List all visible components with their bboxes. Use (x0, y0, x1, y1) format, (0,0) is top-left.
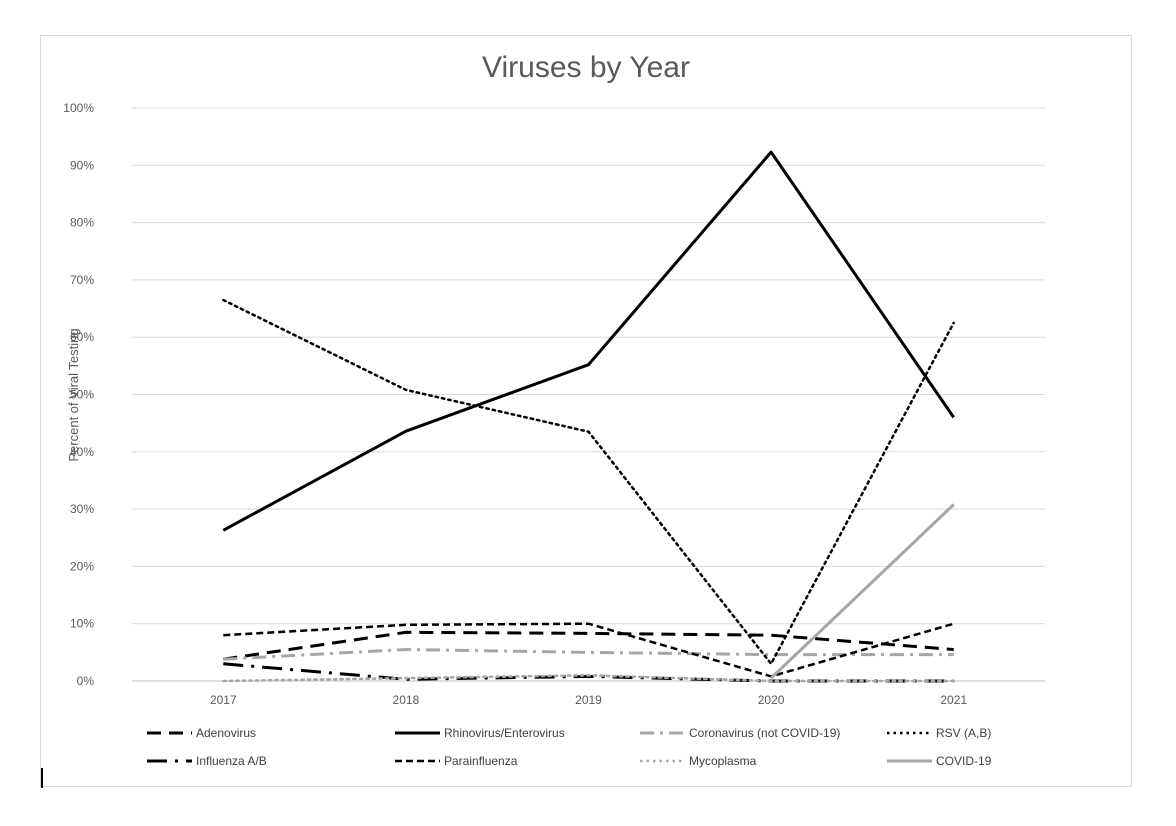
x-tick-label: 2021 (940, 693, 967, 707)
y-tick-label: 30% (70, 502, 94, 516)
legend-label: Mycoplasma (689, 754, 757, 768)
y-tick-label: 60% (70, 330, 94, 344)
legend-label: Rhinovirus/Enterovirus (444, 726, 565, 740)
series-line-7 (770, 503, 955, 680)
legend-label: Coronavirus (not COVID-19) (689, 726, 840, 740)
y-axis-ticks: 0% 10% 20% 30% 40% 50% 60% 70% 80% 90% 100% (63, 101, 94, 688)
gridlines (132, 107, 1045, 682)
series-line-5 (223, 622, 955, 678)
y-tick-label: 80% (70, 216, 94, 230)
y-tick-label: 50% (70, 388, 94, 402)
series-line-1 (222, 150, 955, 532)
series-line-3 (222, 298, 955, 666)
legend-label: Parainfluenza (444, 754, 518, 768)
y-tick-label: 40% (70, 445, 94, 459)
series-line-2 (223, 648, 954, 661)
x-tick-label: 2017 (210, 693, 237, 707)
chart-title: Viruses by Year (482, 51, 690, 84)
x-axis-ticks: 2017 2018 2019 2020 2021 (210, 693, 967, 707)
y-axis-title: Percent of Viral Testing (66, 328, 81, 461)
series-lines (222, 150, 955, 683)
y-tick-label: 20% (70, 559, 94, 573)
x-tick-label: 2019 (575, 693, 602, 707)
x-tick-label: 2020 (758, 693, 785, 707)
legend-label: COVID-19 (936, 754, 992, 768)
legend-label: RSV (A,B) (936, 726, 991, 740)
legend-label: Influenza A/B (196, 754, 267, 768)
y-tick-label: 70% (70, 273, 94, 287)
x-tick-label: 2018 (393, 693, 420, 707)
y-tick-label: 10% (70, 617, 94, 631)
legend: Adenovirus Rhinovirus/Enterovirus Coronavi… (147, 726, 992, 768)
y-tick-label: 90% (70, 158, 94, 172)
series-line-0 (223, 630, 954, 661)
y-tick-label: 100% (63, 101, 94, 115)
legend-label: Adenovirus (196, 726, 256, 740)
text-cursor-bar (41, 768, 43, 788)
y-tick-label: 0% (77, 674, 95, 688)
series-line-6 (222, 674, 955, 683)
